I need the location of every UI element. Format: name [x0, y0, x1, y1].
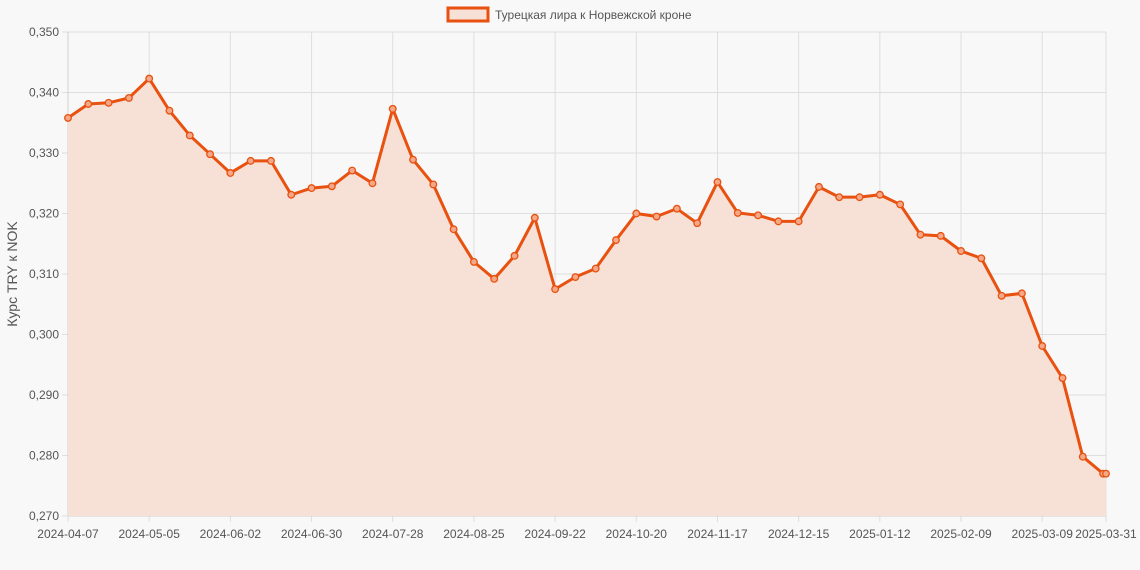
data-point[interactable] [530, 213, 539, 222]
x-tick-label: 2024-06-02 [200, 527, 262, 541]
x-tick-label: 2024-12-15 [768, 527, 830, 541]
x-tick-label: 2024-10-20 [606, 527, 668, 541]
data-point[interactable] [287, 190, 296, 199]
data-point[interactable] [1017, 289, 1026, 298]
data-point[interactable] [1078, 452, 1087, 461]
data-point[interactable] [672, 204, 681, 213]
data-point[interactable] [327, 182, 336, 191]
y-tick-label: 0,330 [29, 146, 59, 160]
data-point[interactable] [64, 113, 72, 122]
data-point[interactable] [794, 217, 803, 226]
y-tick-label: 0,340 [29, 86, 59, 100]
data-point[interactable] [936, 231, 945, 240]
y-tick-label: 0,280 [29, 449, 59, 463]
data-point[interactable] [957, 247, 965, 255]
x-tick-label: 2025-02-09 [930, 527, 992, 541]
data-point[interactable] [226, 169, 235, 177]
x-tick-label: 2024-04-07 [37, 527, 99, 541]
data-point[interactable] [591, 264, 600, 273]
data-point[interactable] [571, 273, 580, 281]
y-tick-label: 0,300 [29, 328, 59, 342]
data-point[interactable] [449, 225, 458, 234]
data-point[interactable] [774, 217, 783, 226]
data-point[interactable] [977, 254, 986, 263]
x-tick-label: 2024-08-25 [443, 527, 505, 541]
data-point[interactable] [368, 179, 377, 188]
data-point[interactable] [490, 274, 499, 283]
data-point[interactable] [388, 104, 397, 113]
data-point[interactable] [652, 212, 661, 221]
data-point[interactable] [855, 193, 864, 202]
data-point[interactable] [409, 155, 417, 164]
data-point[interactable] [916, 230, 925, 239]
data-point[interactable] [348, 166, 357, 175]
data-point[interactable] [469, 257, 478, 266]
x-tick-label: 2024-09-22 [524, 527, 586, 541]
data-point[interactable] [206, 150, 215, 159]
data-point[interactable] [104, 98, 113, 107]
data-point[interactable] [612, 236, 620, 245]
data-point[interactable] [124, 93, 133, 102]
data-point[interactable] [246, 156, 255, 165]
x-tick-label: 2025-01-12 [849, 527, 911, 541]
data-point[interactable] [165, 106, 174, 115]
data-point[interactable] [1038, 342, 1047, 350]
legend-swatch [446, 6, 490, 23]
y-tick-label: 0,270 [29, 509, 59, 523]
x-tick-label: 2025-03-09 [1012, 527, 1074, 541]
data-point[interactable] [693, 219, 702, 228]
y-axis-label: Курс TRY к NOK [4, 221, 20, 327]
plot-area [64, 74, 1110, 516]
x-tick-label: 2024-06-30 [281, 527, 343, 541]
x-tick-label: 2024-07-28 [362, 527, 424, 541]
data-point[interactable] [754, 211, 763, 220]
data-point[interactable] [145, 74, 154, 83]
data-point[interactable] [429, 180, 438, 189]
data-point[interactable] [185, 131, 194, 140]
data-point[interactable] [733, 208, 742, 217]
x-tick-label: 2024-11-17 [687, 527, 748, 541]
legend-label: Турецкая лира к Норвежской кроне [495, 8, 692, 22]
data-point[interactable] [997, 291, 1006, 300]
data-point[interactable] [267, 156, 275, 165]
y-tick-label: 0,320 [29, 207, 59, 221]
data-point[interactable] [551, 285, 560, 294]
y-tick-label: 0,350 [29, 25, 59, 39]
x-tick-label: 2024-05-05 [118, 527, 180, 541]
legend[interactable]: Турецкая лира к Норвежской кроне [446, 6, 692, 23]
data-point[interactable] [896, 200, 905, 209]
x-tick-label: 2025-03-31 [1075, 527, 1137, 541]
data-point[interactable] [1058, 374, 1067, 383]
data-point[interactable] [713, 178, 722, 186]
y-tick-label: 0,290 [29, 388, 59, 402]
data-point[interactable] [835, 193, 844, 202]
y-tick-label: 0,310 [29, 267, 59, 281]
data-point[interactable] [510, 251, 519, 260]
data-point[interactable] [307, 184, 316, 193]
data-point[interactable] [815, 182, 823, 191]
data-point[interactable] [84, 100, 93, 108]
data-point[interactable] [632, 209, 641, 218]
data-point[interactable] [875, 190, 884, 199]
data-point[interactable] [1102, 469, 1110, 478]
